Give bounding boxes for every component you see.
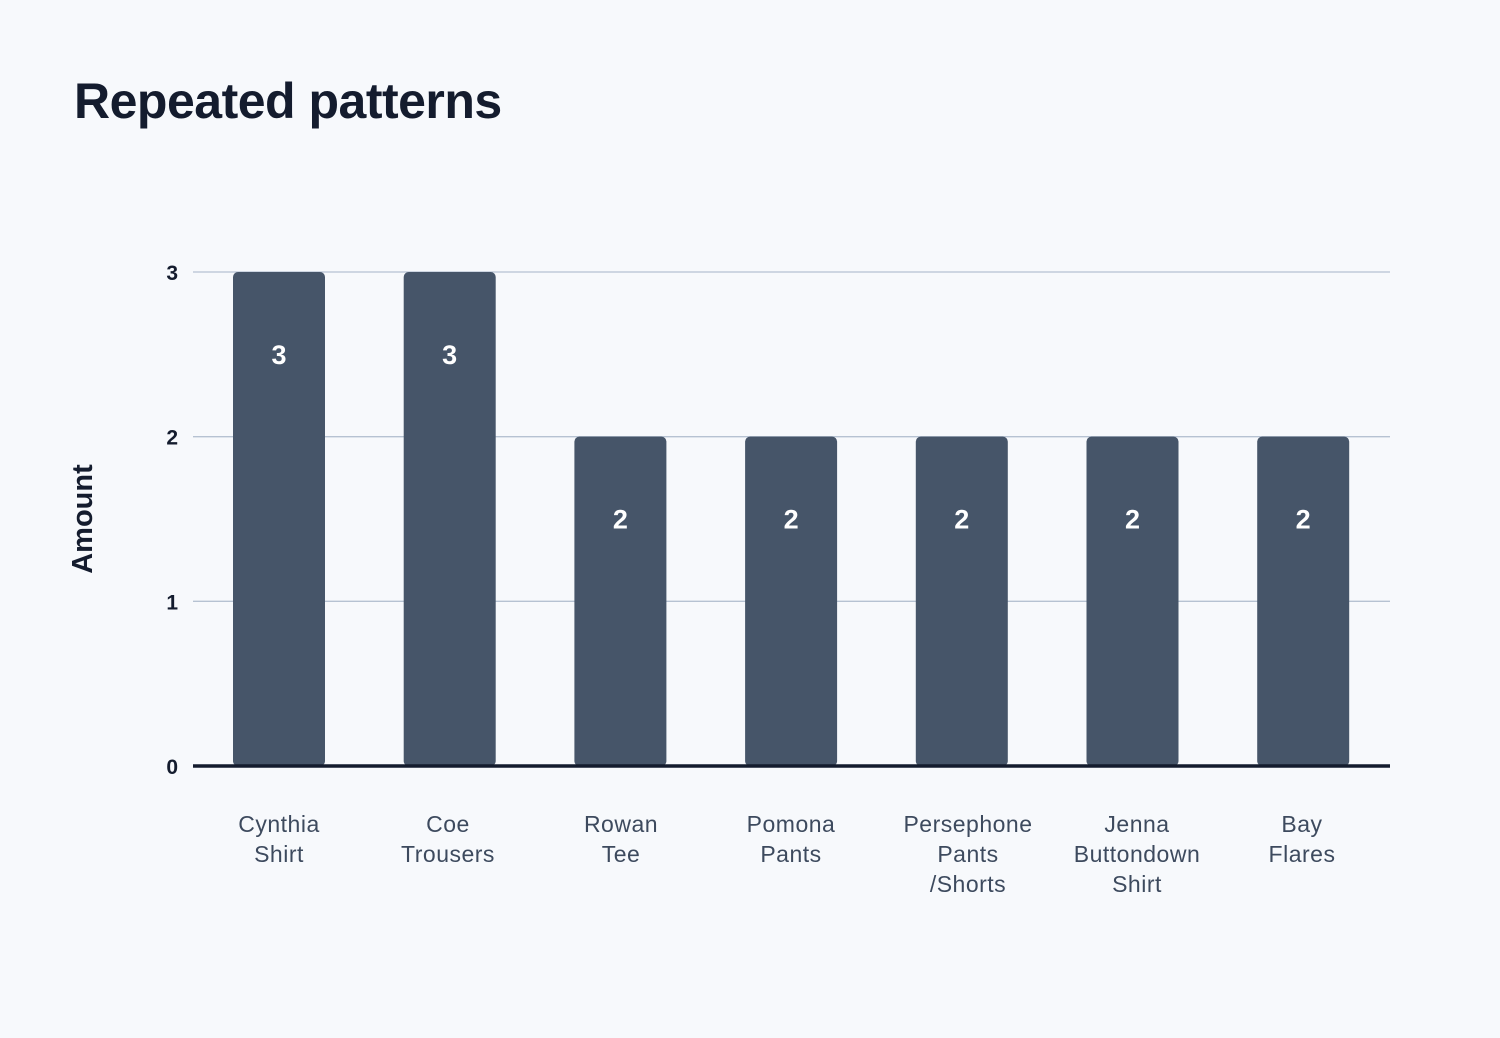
x-tick-label: Rowan <box>584 811 658 837</box>
x-tick-label: Pants <box>937 841 998 867</box>
bar <box>1086 436 1179 766</box>
chart-title: Repeated patterns <box>74 73 502 129</box>
bar-value-label: 2 <box>1296 505 1311 535</box>
x-tick-label: Shirt <box>1112 871 1162 897</box>
bar <box>233 272 325 766</box>
bar <box>1257 436 1350 766</box>
bar-value-label: 2 <box>613 505 628 535</box>
x-tick-label: /Shorts <box>930 871 1006 897</box>
bar <box>915 436 1008 766</box>
x-tick-label: Buttondown <box>1074 841 1200 867</box>
y-axis-title: Amount <box>67 464 99 574</box>
bar <box>403 272 496 766</box>
bar-value-label: 2 <box>1125 505 1140 535</box>
bar <box>745 436 838 766</box>
bar-value-label: 3 <box>271 340 286 370</box>
x-tick-label: Tee <box>602 841 641 867</box>
bar-value-label: 3 <box>442 340 457 370</box>
x-tick-label: Pomona <box>747 811 836 837</box>
bar-value-label: 2 <box>784 505 799 535</box>
x-tick-label: Coe <box>426 811 470 837</box>
x-tick-label: Shirt <box>254 841 304 867</box>
y-tick-label: 0 <box>166 756 178 779</box>
x-tick-label: Persephone <box>903 811 1032 837</box>
bar <box>574 436 667 766</box>
y-tick-label: 1 <box>166 591 178 614</box>
y-tick-label: 2 <box>166 427 178 450</box>
bar-value-label: 2 <box>954 505 969 535</box>
x-tick-label: Cynthia <box>238 811 319 837</box>
x-tick-label: Pants <box>760 841 821 867</box>
x-tick-label: Jenna <box>1104 811 1169 837</box>
y-tick-label: 3 <box>166 262 178 285</box>
x-tick-label: Trousers <box>401 841 495 867</box>
x-tick-label: Bay <box>1281 811 1322 837</box>
x-tick-label: Flares <box>1269 841 1336 867</box>
